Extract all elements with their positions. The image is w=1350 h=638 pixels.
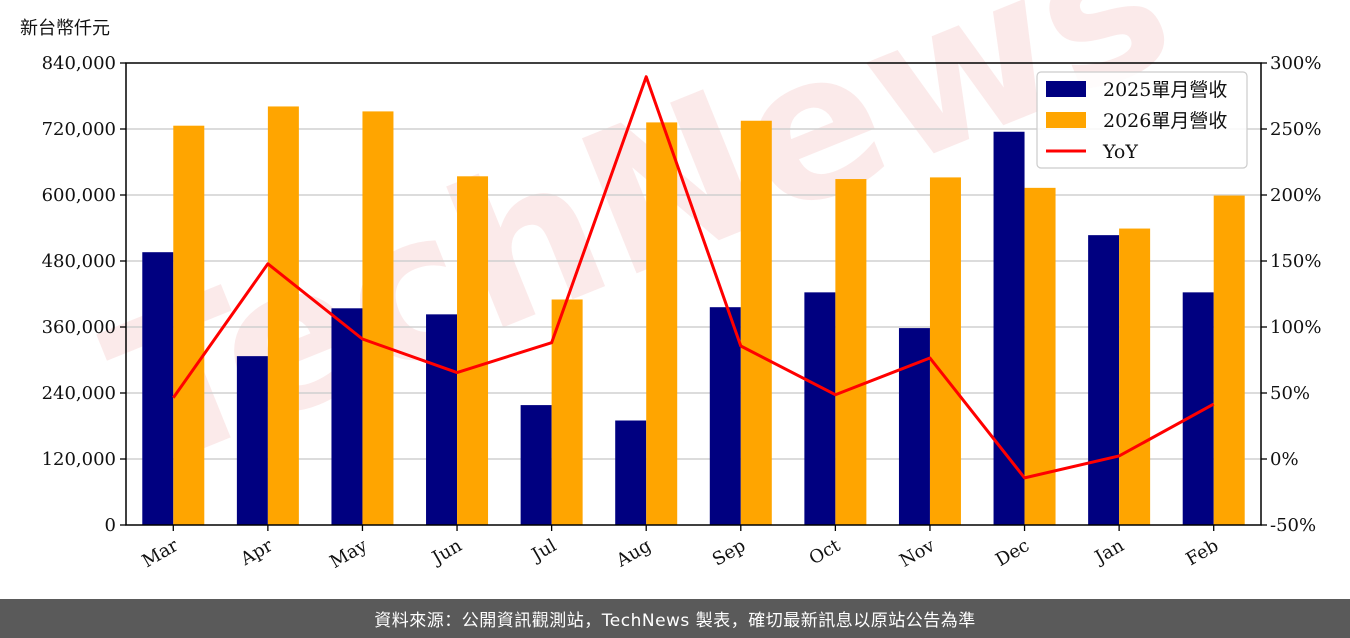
bar-2026-feb bbox=[1213, 195, 1245, 526]
x-tick-label-aug: Aug bbox=[612, 535, 655, 572]
bar-2025-may bbox=[331, 308, 363, 525]
revenue-chart: TechNews 0120,000240,000360,000480,00060… bbox=[42, 0, 1322, 573]
legend-swatch-0 bbox=[1046, 81, 1086, 97]
left-tick-label: 360,000 bbox=[42, 317, 116, 338]
left-tick-label: 840,000 bbox=[42, 53, 116, 74]
bar-2026-jun bbox=[457, 176, 489, 526]
bar-2025-mar bbox=[142, 252, 174, 525]
x-tick-label-feb: Feb bbox=[1183, 535, 1223, 570]
x-tick-label-apr: Apr bbox=[236, 535, 276, 570]
legend-label-1: 2026單月營收 bbox=[1103, 110, 1227, 132]
right-tick-label: -50% bbox=[1270, 515, 1316, 536]
bar-2025-jan bbox=[1088, 235, 1120, 525]
bar-2025-jun bbox=[426, 314, 458, 525]
x-tick-label-dec: Dec bbox=[992, 535, 1033, 571]
yoy-line bbox=[172, 75, 1215, 480]
legend-box bbox=[1036, 71, 1248, 169]
right-tick-label: 100% bbox=[1270, 317, 1321, 338]
bar-2026-nov bbox=[929, 177, 961, 525]
bar-2026-apr bbox=[267, 106, 299, 525]
bar-2025-apr bbox=[236, 356, 268, 525]
left-tick-label: 600,000 bbox=[42, 185, 116, 206]
right-tick-label: 50% bbox=[1270, 383, 1310, 404]
unit-label: 新台幣仟元 bbox=[20, 18, 110, 39]
x-tick-label-sep: Sep bbox=[709, 535, 749, 570]
legend-label-2: YoY bbox=[1102, 141, 1138, 163]
x-tick-label-jan: Jan bbox=[1090, 535, 1128, 569]
bars bbox=[142, 106, 1245, 526]
plot-frame bbox=[125, 62, 1262, 526]
left-tick-label: 480,000 bbox=[42, 251, 116, 272]
legend: 2025單月營收 2026單月營收 YoY bbox=[1036, 71, 1248, 169]
left-tick-label: 720,000 bbox=[42, 119, 116, 140]
right-tick-label: 300% bbox=[1270, 53, 1321, 74]
bar-2026-jul bbox=[551, 299, 583, 525]
x-tick-label-mar: Mar bbox=[139, 535, 183, 572]
right-tick-label: 150% bbox=[1270, 251, 1321, 272]
bar-2025-dec bbox=[993, 131, 1025, 525]
bar-2025-feb bbox=[1182, 292, 1214, 525]
bar-2026-aug bbox=[646, 122, 678, 526]
bar-2025-sep bbox=[709, 307, 741, 525]
right-tick-label: 250% bbox=[1270, 119, 1321, 140]
bar-2026-oct bbox=[835, 179, 867, 526]
bar-2025-aug bbox=[615, 420, 647, 525]
x-tick-label-jun: Jun bbox=[427, 535, 466, 570]
bar-2026-dec bbox=[1024, 187, 1056, 525]
legend-label-0: 2025單月營收 bbox=[1103, 79, 1227, 101]
bar-2025-nov bbox=[898, 328, 930, 525]
source-footer: 資料來源：公開資訊觀測站，TechNews 製表，確切最新訊息以原站公告為準 bbox=[0, 599, 1350, 638]
right-tick-label: 200% bbox=[1270, 185, 1321, 206]
bar-2026-mar bbox=[173, 125, 205, 525]
x-tick-label-nov: Nov bbox=[896, 535, 939, 572]
x-tick-label-may: May bbox=[326, 535, 371, 573]
x-tick-label-jul: Jul bbox=[527, 535, 561, 567]
legend-swatch-1 bbox=[1046, 112, 1086, 128]
left-tick-label: 240,000 bbox=[42, 383, 116, 404]
bar-2026-sep bbox=[740, 120, 772, 525]
bar-2025-jul bbox=[520, 405, 552, 525]
x-tick-label-oct: Oct bbox=[806, 535, 845, 570]
yoy-polyline bbox=[172, 75, 1215, 480]
bar-2025-oct bbox=[804, 292, 836, 525]
bar-2026-may bbox=[362, 111, 394, 526]
left-tick-label: 120,000 bbox=[42, 449, 116, 470]
grid-lines bbox=[126, 128, 1261, 460]
left-tick-label: 0 bbox=[105, 515, 116, 536]
right-tick-label: 0% bbox=[1270, 449, 1299, 470]
bar-2026-jan bbox=[1119, 228, 1151, 526]
